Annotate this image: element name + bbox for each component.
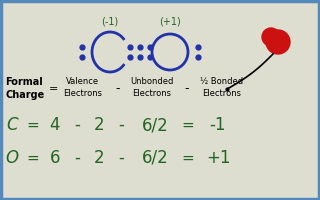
Text: Charge: Charge	[5, 90, 44, 100]
Text: Electrons: Electrons	[203, 90, 242, 98]
Text: 2: 2	[94, 149, 104, 167]
Text: 2: 2	[94, 116, 104, 134]
Text: -: -	[118, 116, 124, 134]
Text: 6/2: 6/2	[142, 116, 168, 134]
Circle shape	[266, 30, 290, 54]
Text: C: C	[6, 116, 18, 134]
Text: =: =	[182, 150, 194, 166]
Text: =: =	[27, 150, 39, 166]
Text: -: -	[74, 149, 80, 167]
Text: 6: 6	[50, 149, 60, 167]
Text: -: -	[116, 82, 120, 96]
Text: Electrons: Electrons	[132, 90, 172, 98]
Text: Unbonded: Unbonded	[130, 77, 174, 86]
Text: Electrons: Electrons	[63, 90, 102, 98]
Text: -: -	[118, 149, 124, 167]
Text: O: O	[5, 149, 19, 167]
Text: 4: 4	[50, 116, 60, 134]
Circle shape	[262, 28, 280, 46]
Text: =: =	[27, 117, 39, 132]
Text: (-1): (-1)	[101, 16, 119, 26]
Text: -1: -1	[210, 116, 226, 134]
Text: =: =	[182, 117, 194, 132]
Text: -: -	[74, 116, 80, 134]
Text: Valence: Valence	[67, 77, 100, 86]
Text: +1: +1	[206, 149, 230, 167]
Text: Formal: Formal	[5, 77, 43, 87]
Text: -: -	[185, 82, 189, 96]
Text: =: =	[48, 84, 58, 94]
Text: (+1): (+1)	[159, 16, 181, 26]
Text: 6/2: 6/2	[142, 149, 168, 167]
Text: ½ Bonded: ½ Bonded	[200, 77, 244, 86]
